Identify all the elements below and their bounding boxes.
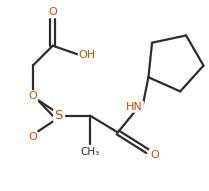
Text: O: O	[29, 132, 37, 142]
Text: HN: HN	[126, 102, 143, 112]
Text: O: O	[150, 150, 159, 160]
Text: OH: OH	[79, 50, 96, 60]
Text: O: O	[48, 7, 57, 17]
Text: O: O	[29, 91, 37, 101]
Text: S: S	[54, 109, 63, 122]
Text: CH₃: CH₃	[80, 147, 100, 157]
